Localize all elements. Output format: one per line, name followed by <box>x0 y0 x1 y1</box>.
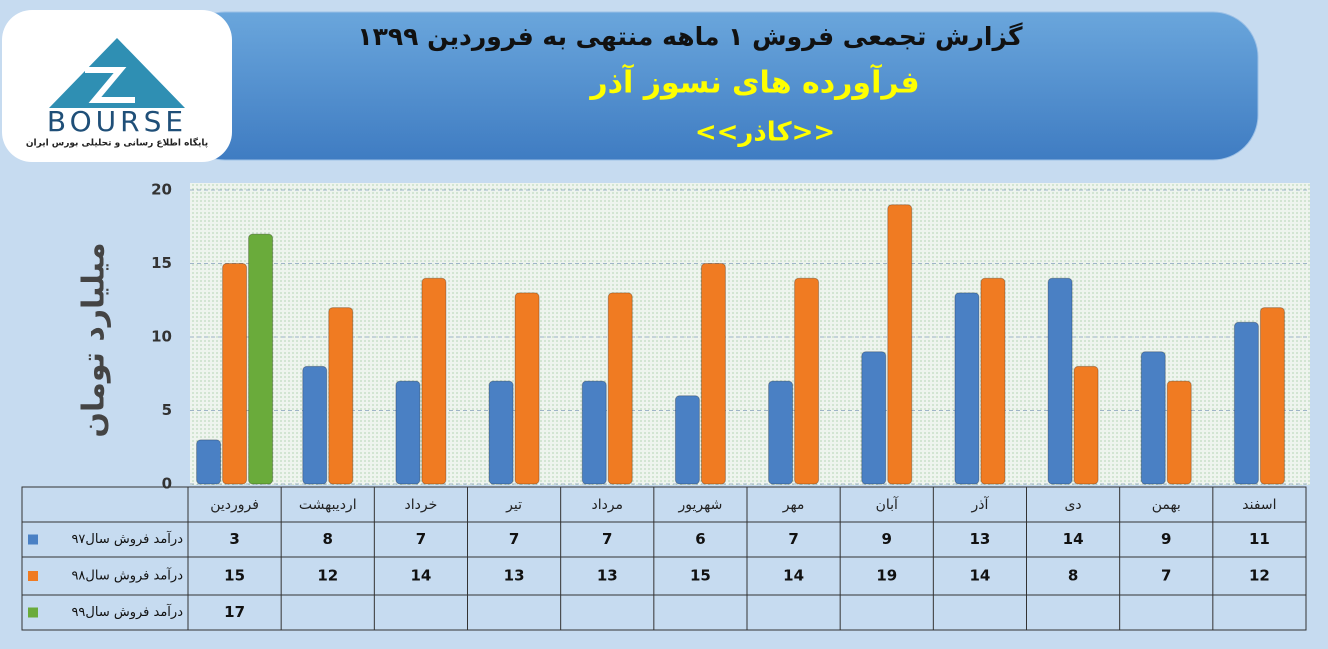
table-cell: 7 <box>788 530 798 548</box>
x-tick-label: دی <box>1064 497 1081 513</box>
table-cell: 15 <box>690 567 711 585</box>
table-cell: 12 <box>1249 567 1270 585</box>
y-tick-label: 20 <box>151 181 172 199</box>
bar <box>488 380 514 485</box>
legend-label: درآمد فروش سال۹۸ <box>71 567 183 584</box>
legend-swatch <box>28 534 38 545</box>
table-cell: 14 <box>969 567 990 585</box>
table-cell: 17 <box>224 603 245 621</box>
bar <box>248 233 274 485</box>
bar <box>581 380 607 485</box>
bar <box>1047 277 1073 485</box>
x-tick-label: مرداد <box>591 497 623 513</box>
legend-swatch <box>28 571 38 581</box>
bar <box>514 292 540 485</box>
table-cell: 7 <box>509 530 519 548</box>
bar <box>302 365 328 485</box>
x-tick-label: آبان <box>876 496 899 513</box>
chart-title: گزارش تجمعی فروش ۱ ماهه منتهی به فروردین… <box>357 22 1023 52</box>
legend-swatch <box>28 607 38 618</box>
table-cell: 11 <box>1249 530 1270 548</box>
y-tick-label: 0 <box>162 475 172 493</box>
bar <box>768 380 794 485</box>
table-cell: 12 <box>317 567 338 585</box>
x-tick-label: تیر <box>505 497 522 513</box>
x-tick-label: بهمن <box>1152 497 1181 513</box>
logo-text: BOURSE <box>47 105 187 138</box>
table-cell: 7 <box>416 530 426 548</box>
table-cell: 9 <box>1161 530 1171 548</box>
x-tick-label: اردیبهشت <box>299 497 357 513</box>
bar <box>980 277 1006 485</box>
bar <box>1073 365 1099 485</box>
logo-mark <box>85 67 135 103</box>
table-cell: 3 <box>229 530 239 548</box>
table-cell: 8 <box>323 530 333 548</box>
x-tick-label: خرداد <box>405 497 438 513</box>
x-tick-label: اسفند <box>1242 497 1276 513</box>
y-tick-label: 15 <box>151 254 172 272</box>
bar <box>222 263 248 485</box>
bar <box>1259 307 1285 485</box>
x-tick-label: فروردین <box>210 497 259 513</box>
bar <box>887 204 913 485</box>
table-cell: 19 <box>876 567 897 585</box>
chart-subtitle: فرآورده های نسوز آذر <box>588 64 919 101</box>
bar <box>954 292 980 485</box>
logo-tagline: پایگاه اطلاع رسانی و تحلیلی بورس ایران <box>26 137 208 149</box>
annotation: <<کاذر>> <box>695 118 835 148</box>
bar <box>328 307 354 485</box>
y-tick-label: 5 <box>162 401 172 419</box>
x-tick-label: مهر <box>782 497 805 513</box>
table-cell: 13 <box>969 530 990 548</box>
table-cell: 6 <box>695 530 705 548</box>
bar <box>700 263 726 485</box>
table-cell: 14 <box>410 567 431 585</box>
bar <box>794 277 820 485</box>
bar <box>674 395 700 485</box>
x-tick-label: شهریور <box>678 497 723 513</box>
y-tick-label: 10 <box>151 328 172 346</box>
plot-area <box>190 183 1310 485</box>
bar <box>861 351 887 485</box>
bar <box>607 292 633 485</box>
table-cell: 8 <box>1068 567 1078 585</box>
table-cell: 15 <box>224 567 245 585</box>
bar <box>1140 351 1166 485</box>
legend-label: درآمد فروش سال۹۹ <box>71 603 183 620</box>
x-tick-label: آذر <box>970 496 989 513</box>
table-cell: 7 <box>602 530 612 548</box>
table-cell: 14 <box>783 567 804 585</box>
bar <box>1233 321 1259 485</box>
table-cell: 9 <box>882 530 892 548</box>
bar <box>1166 380 1192 485</box>
bar <box>196 439 222 485</box>
table-cell: 13 <box>597 567 618 585</box>
bar <box>395 380 421 485</box>
table-cell: 14 <box>1063 530 1084 548</box>
legend-label: درآمد فروش سال۹۷ <box>71 530 183 547</box>
bar <box>421 277 447 485</box>
table-cell: 13 <box>504 567 525 585</box>
table-cell: 7 <box>1161 567 1171 585</box>
y-axis-label: میلیارد تومان <box>77 242 112 437</box>
